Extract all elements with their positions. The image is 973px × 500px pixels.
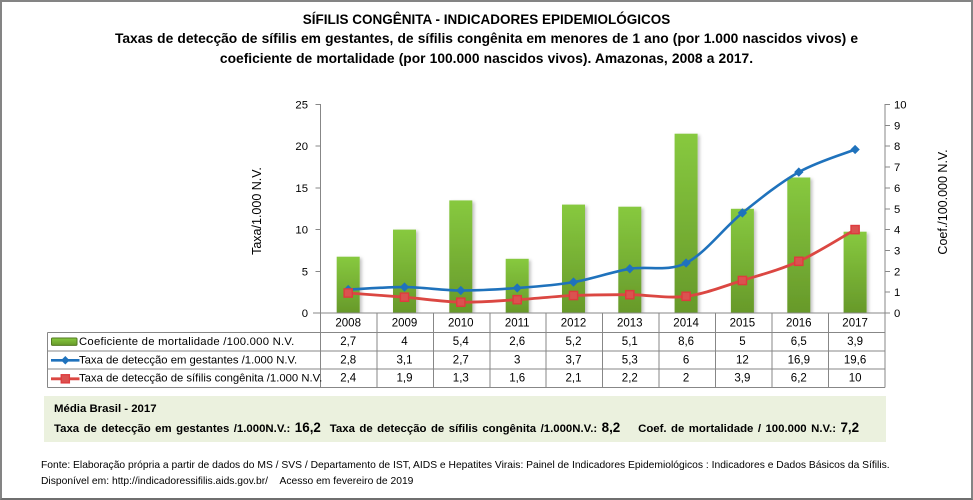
svg-text:6,5: 6,5 — [791, 336, 807, 348]
svg-text:6: 6 — [683, 354, 689, 366]
svg-text:10: 10 — [849, 373, 862, 385]
svg-text:2,8: 2,8 — [340, 354, 356, 366]
svg-text:6,2: 6,2 — [791, 373, 807, 385]
svg-text:3,9: 3,9 — [734, 373, 750, 385]
svg-text:19,6: 19,6 — [844, 354, 866, 366]
svg-text:2,4: 2,4 — [340, 373, 357, 385]
svg-text:10: 10 — [894, 100, 907, 112]
svg-text:2015: 2015 — [730, 317, 756, 329]
svg-text:9: 9 — [894, 120, 900, 132]
svg-text:16,9: 16,9 — [788, 354, 810, 366]
svg-text:5,1: 5,1 — [622, 336, 638, 348]
svg-text:2009: 2009 — [392, 317, 418, 329]
svg-text:2011: 2011 — [505, 317, 530, 329]
svg-text:2,7: 2,7 — [453, 354, 469, 366]
svg-text:Coeficiente de mortalidade /10: Coeficiente de mortalidade /100.000 N.V. — [79, 336, 295, 348]
svg-text:8,6: 8,6 — [678, 336, 694, 348]
svg-text:2014: 2014 — [673, 317, 699, 329]
svg-text:1: 1 — [894, 287, 900, 299]
svg-text:6: 6 — [894, 183, 900, 195]
svg-text:2012: 2012 — [561, 317, 587, 329]
svg-text:7: 7 — [894, 162, 900, 174]
svg-text:3,7: 3,7 — [566, 354, 582, 366]
svg-text:5,4: 5,4 — [453, 336, 470, 348]
svg-text:2: 2 — [683, 373, 689, 385]
svg-text:4: 4 — [401, 336, 408, 348]
svg-text:4: 4 — [894, 225, 900, 237]
svg-text:12: 12 — [736, 354, 749, 366]
svg-text:3,9: 3,9 — [847, 336, 863, 348]
svg-text:0: 0 — [302, 308, 308, 320]
svg-text:Coef./100.000 N.V.: Coef./100.000 N.V. — [936, 149, 950, 254]
svg-text:3: 3 — [514, 354, 520, 366]
svg-text:2,6: 2,6 — [509, 336, 525, 348]
svg-text:2017: 2017 — [842, 317, 868, 329]
svg-text:10: 10 — [295, 225, 308, 237]
svg-text:5: 5 — [739, 336, 745, 348]
svg-text:20: 20 — [295, 141, 308, 153]
svg-text:2016: 2016 — [786, 317, 812, 329]
svg-text:2013: 2013 — [617, 317, 643, 329]
svg-text:5,3: 5,3 — [622, 354, 638, 366]
svg-text:5,2: 5,2 — [566, 336, 582, 348]
svg-text:5: 5 — [894, 204, 900, 216]
svg-text:3: 3 — [894, 245, 900, 257]
svg-text:1,9: 1,9 — [397, 373, 413, 385]
svg-text:Taxa/1.000 N.V.: Taxa/1.000 N.V. — [250, 167, 264, 255]
svg-text:2008: 2008 — [335, 317, 361, 329]
svg-text:0: 0 — [894, 308, 900, 320]
svg-text:15: 15 — [295, 183, 308, 195]
svg-text:8: 8 — [894, 141, 900, 153]
svg-text:1,6: 1,6 — [509, 373, 525, 385]
svg-text:2,2: 2,2 — [622, 373, 638, 385]
svg-text:2,7: 2,7 — [340, 336, 356, 348]
svg-text:Taxa de detecção em gestantes: Taxa de detecção em gestantes /1.000 N.V… — [79, 354, 297, 366]
svg-text:2,1: 2,1 — [566, 373, 582, 385]
svg-text:1,3: 1,3 — [453, 373, 469, 385]
svg-text:25: 25 — [295, 100, 308, 112]
svg-text:3,1: 3,1 — [397, 354, 413, 366]
svg-text:2010: 2010 — [448, 317, 474, 329]
svg-text:5: 5 — [302, 266, 308, 278]
svg-text:Taxa de detecção de sífilis co: Taxa de detecção de sífilis congênita /1… — [79, 373, 322, 385]
svg-text:2: 2 — [894, 266, 900, 278]
